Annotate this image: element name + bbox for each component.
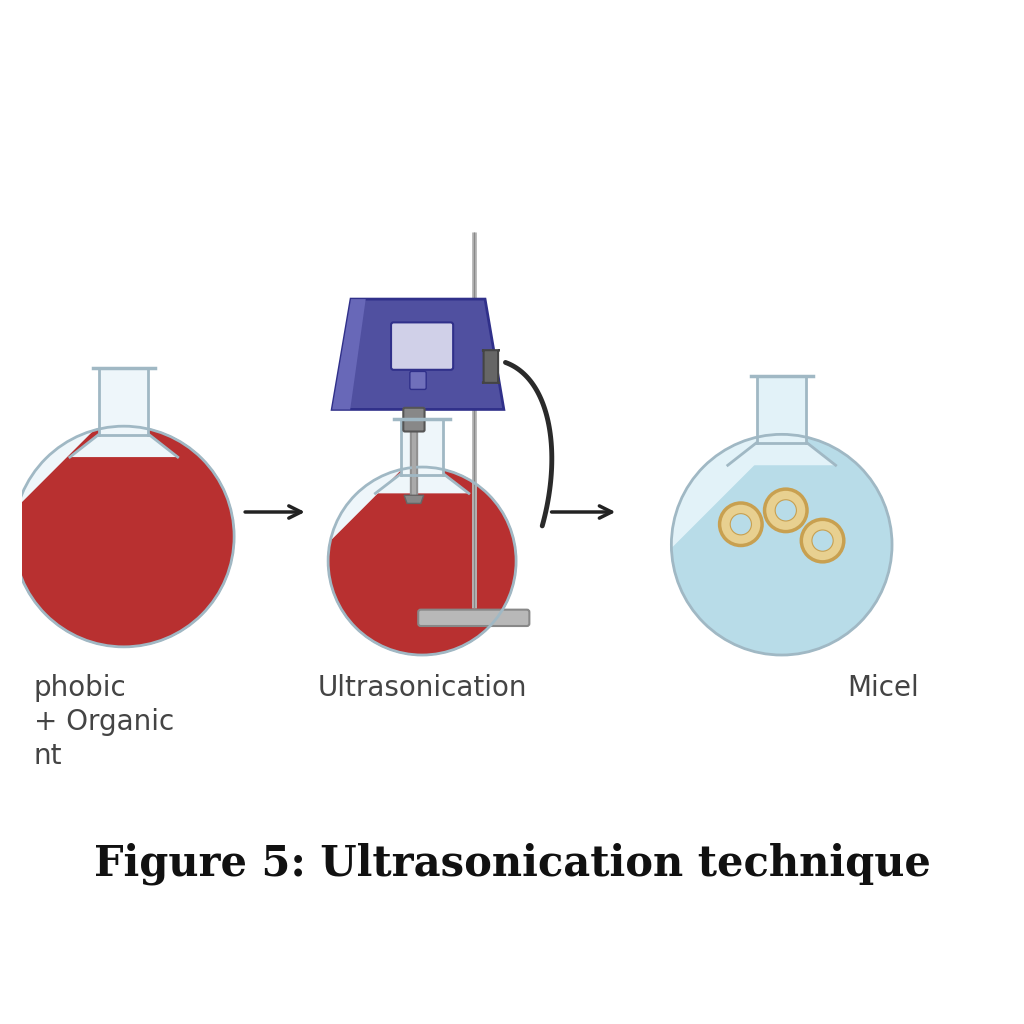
Polygon shape [332, 299, 366, 410]
Polygon shape [757, 376, 806, 443]
Polygon shape [13, 426, 234, 647]
FancyBboxPatch shape [391, 323, 454, 370]
Polygon shape [328, 467, 516, 655]
FancyBboxPatch shape [418, 609, 529, 626]
Circle shape [672, 434, 892, 655]
Text: Figure 5: Ultrasonication technique: Figure 5: Ultrasonication technique [93, 842, 931, 885]
Circle shape [775, 500, 797, 521]
Text: Ultrasonication: Ultrasonication [317, 674, 527, 701]
Polygon shape [404, 496, 424, 504]
Polygon shape [70, 435, 178, 457]
Circle shape [812, 530, 834, 551]
FancyBboxPatch shape [482, 350, 500, 383]
Circle shape [765, 489, 807, 531]
Circle shape [328, 467, 516, 655]
FancyBboxPatch shape [403, 408, 425, 431]
Polygon shape [672, 434, 892, 655]
Text: Micel: Micel [847, 674, 919, 701]
Text: nt: nt [34, 742, 62, 770]
Text: + Organic: + Organic [34, 708, 174, 736]
Polygon shape [376, 474, 469, 494]
Circle shape [802, 519, 844, 562]
Circle shape [730, 514, 752, 535]
Circle shape [720, 503, 762, 546]
FancyBboxPatch shape [410, 372, 426, 389]
Polygon shape [332, 299, 504, 410]
Text: phobic: phobic [34, 674, 127, 701]
Polygon shape [728, 443, 836, 465]
Polygon shape [400, 419, 443, 474]
Circle shape [13, 426, 234, 647]
Polygon shape [99, 368, 148, 435]
